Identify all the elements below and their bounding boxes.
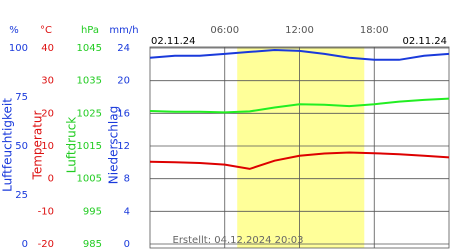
y-tick-label: 12 — [117, 141, 130, 152]
axis-unit: % — [9, 25, 19, 36]
footer: Erstellt: 04.12.2024 20:03 — [173, 235, 304, 246]
y-tick-label: 75 — [15, 92, 28, 103]
axis-title: Luftdruck — [65, 117, 79, 174]
y-tick-label: 8 — [124, 174, 130, 185]
y-tick-label: 0 — [124, 239, 130, 250]
date-start: 02.11.24 — [151, 36, 196, 47]
y-tick-label: 1045 — [77, 43, 102, 54]
series-line — [149, 48, 450, 61]
date-end: 02.11.24 — [402, 36, 447, 47]
y-tick-label: 30 — [41, 76, 54, 87]
axis-unit: mm/h — [109, 25, 138, 36]
y-tick-label: 24 — [117, 43, 130, 54]
y-tick-label: 0 — [48, 174, 54, 185]
y-tick-label: 50 — [15, 141, 28, 152]
axis-title: Niederschlag — [107, 106, 121, 184]
y-tick-label: 16 — [117, 108, 130, 119]
y-tick-label: 1025 — [77, 108, 102, 119]
x-tick-label: 12:00 — [285, 25, 314, 36]
series-line — [149, 151, 450, 170]
axis-unit: hPa — [81, 25, 99, 36]
y-tick-label: 1005 — [77, 174, 102, 185]
axis-title: Luftfeuchtigkeit — [1, 98, 15, 192]
y-tick-label: 1015 — [77, 141, 102, 152]
daylight-band — [237, 47, 365, 248]
plot-border — [149, 46, 450, 249]
y-tick-label: 25 — [15, 190, 28, 201]
series-line — [149, 97, 450, 114]
y-tick-label: -20 — [38, 239, 54, 250]
y-tick-label: -10 — [38, 206, 54, 217]
y-tick-label: 20 — [117, 76, 130, 87]
axis-title: Temperatur — [31, 110, 45, 180]
y-tick-label: 10 — [41, 141, 54, 152]
axis-unit: °C — [40, 25, 52, 36]
y-tick-label: 100 — [9, 43, 28, 54]
y-tick-label: 985 — [83, 239, 102, 250]
x-tick-label: 06:00 — [210, 25, 239, 36]
y-tick-label: 0 — [22, 239, 28, 250]
x-tick-label: 18:00 — [360, 25, 389, 36]
y-tick-label: 4 — [124, 206, 130, 217]
y-tick-label: 40 — [41, 43, 54, 54]
y-tick-label: 20 — [41, 108, 54, 119]
y-tick-label: 1035 — [77, 76, 102, 87]
y-tick-label: 995 — [83, 206, 102, 217]
